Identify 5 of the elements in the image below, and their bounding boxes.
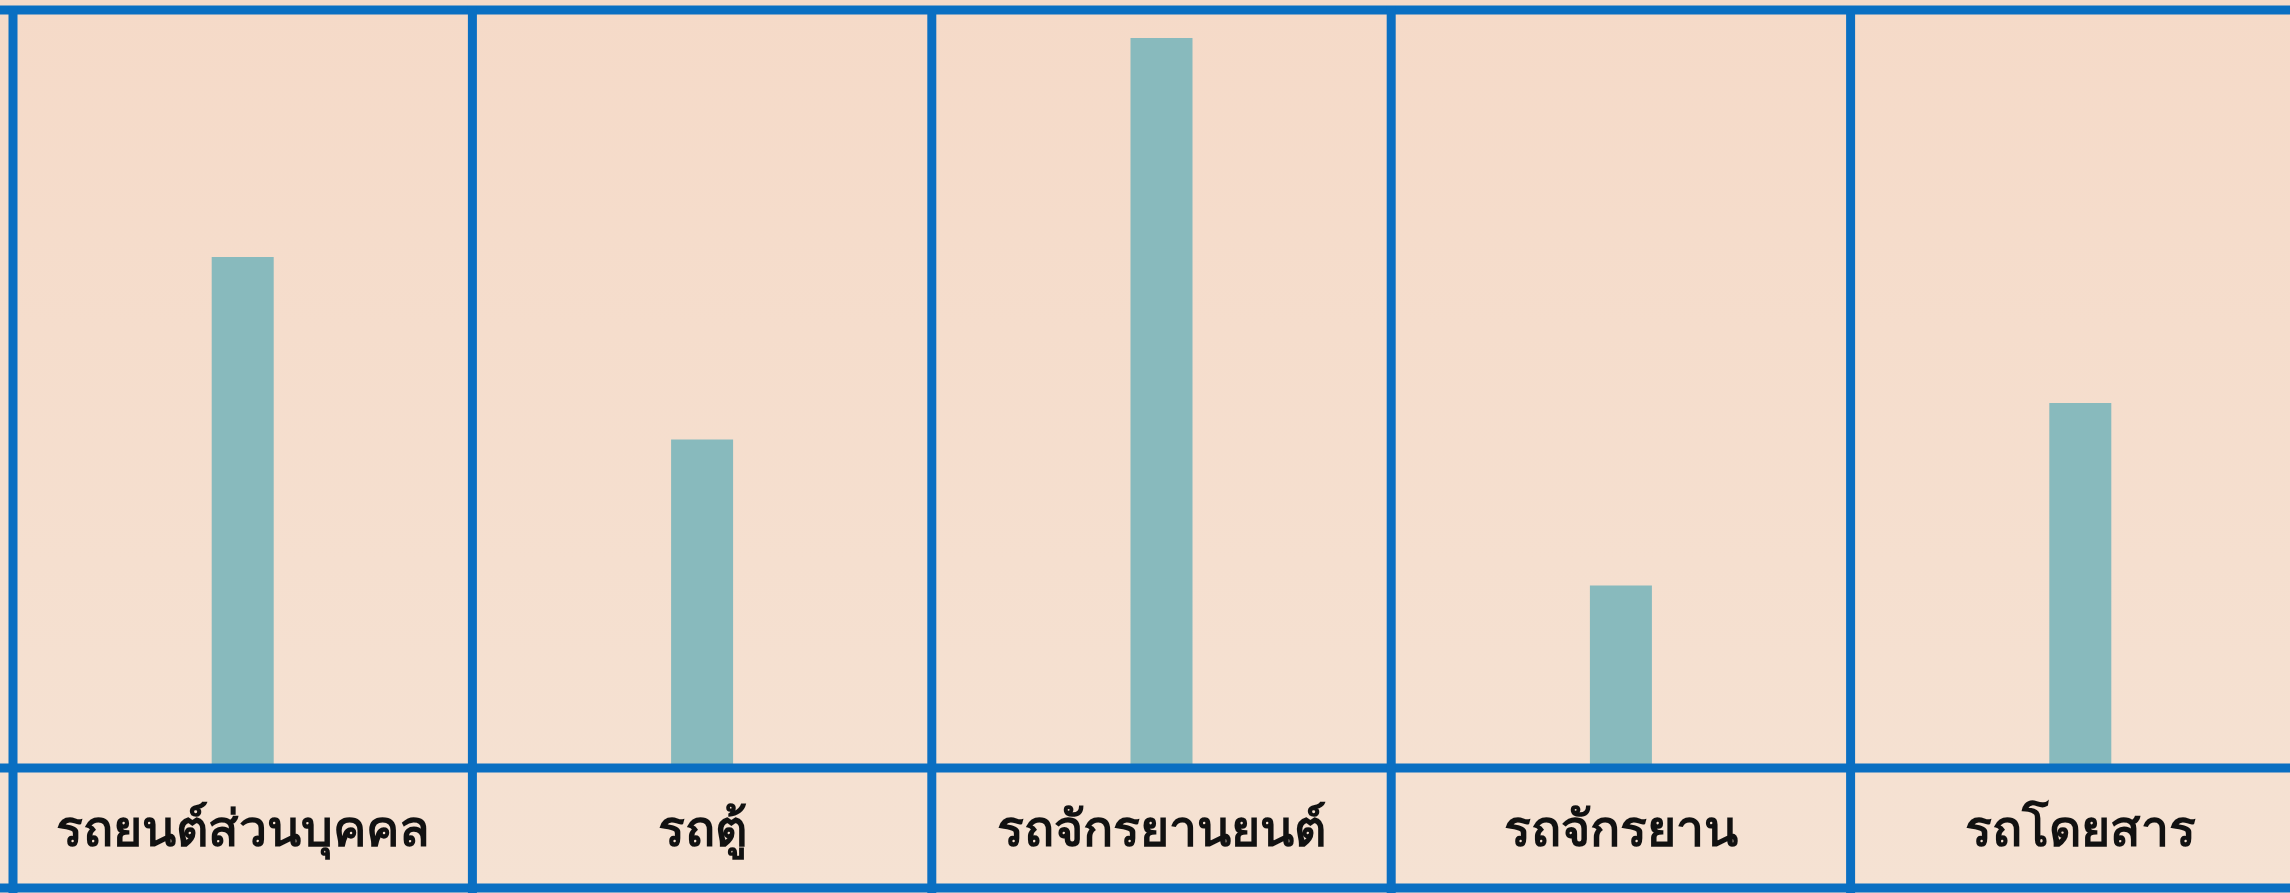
x-tick-label: รถโดยสาร [1964, 799, 2196, 858]
x-tick-label: รถยนต์ส่วนบุคคล [55, 800, 430, 860]
x-tick-label: รถจักรยาน [1503, 800, 1738, 858]
x-tick-label: รถตู้ [657, 800, 747, 860]
x-tick-label: รถจักรยานยนต์ [997, 800, 1326, 858]
